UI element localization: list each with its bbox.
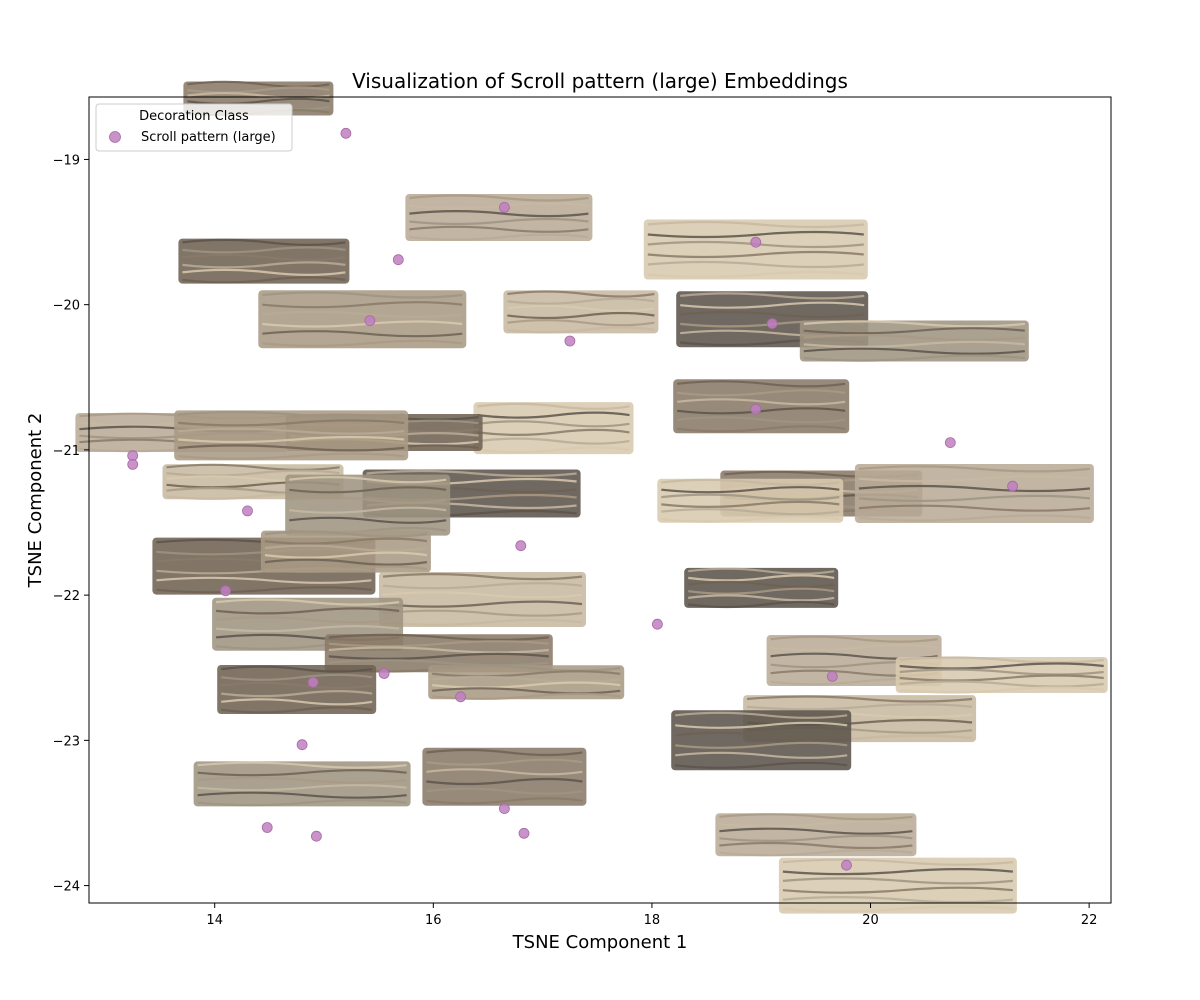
data-point: [1007, 480, 1018, 492]
data-point: [518, 827, 530, 839]
x-tick-label: 14: [206, 913, 223, 928]
thumbnail: [405, 194, 593, 241]
y-tick-label: −20: [53, 299, 80, 314]
thumbnail-layer: [75, 80, 1108, 914]
data-point: [766, 318, 778, 330]
thumbnail: [657, 478, 844, 523]
thumbnail: [503, 290, 659, 334]
thumbnail: [671, 710, 852, 771]
data-point: [242, 505, 253, 517]
data-point: [455, 691, 467, 703]
y-tick-label: −19: [53, 153, 80, 168]
points-layer: [127, 127, 1018, 871]
data-point: [220, 585, 232, 597]
data-point: [841, 859, 852, 871]
data-point: [498, 201, 510, 213]
data-point: [652, 618, 663, 630]
data-point: [750, 236, 762, 248]
data-point: [944, 437, 956, 449]
x-axis-label: TSNE Component 1: [512, 932, 688, 953]
data-point: [261, 822, 273, 833]
data-point: [296, 739, 308, 751]
thumbnail: [260, 530, 431, 573]
x-tick-label: 20: [862, 913, 879, 928]
thumbnail: [217, 665, 377, 714]
chart-title: Visualization of Scroll pattern (large) …: [352, 69, 848, 93]
thumbnail: [193, 761, 411, 807]
data-point: [515, 540, 527, 552]
legend-title: Decoration Class: [139, 109, 249, 124]
data-point: [340, 127, 352, 139]
thumbnail: [895, 656, 1108, 694]
thumbnail: [684, 567, 839, 609]
data-point: [127, 458, 139, 470]
x-tick-label: 22: [1081, 913, 1098, 928]
data-point: [310, 830, 322, 842]
thumbnail: [799, 320, 1029, 362]
thumbnail: [643, 219, 868, 280]
thumbnail: [285, 474, 451, 536]
y-axis: −19 −20 −21 −22 −23 −24: [53, 153, 89, 895]
y-tick-label: −24: [53, 880, 80, 895]
y-tick-label: −21: [53, 444, 80, 459]
thumbnail: [854, 464, 1094, 523]
data-point: [826, 671, 838, 682]
thumbnail: [673, 379, 850, 434]
data-point: [498, 803, 510, 814]
data-point: [564, 335, 576, 347]
x-tick-label: 18: [644, 913, 661, 928]
thumbnail: [174, 410, 409, 461]
plot-area: [88, 96, 1112, 904]
data-point: [378, 668, 390, 679]
thumbnail: [422, 747, 587, 806]
legend-marker: [109, 131, 121, 143]
thumbnail: [178, 238, 350, 284]
data-point: [750, 403, 762, 415]
x-axis: 14 16 18 20 22: [206, 903, 1097, 928]
thumbnail: [715, 813, 917, 857]
data-point: [392, 254, 404, 266]
thumbnail: [379, 572, 586, 627]
y-tick-label: −22: [53, 589, 80, 604]
thumbnail: [473, 402, 634, 455]
legend-entry-label: Scroll pattern (large): [141, 130, 276, 145]
data-point: [364, 315, 376, 327]
data-point: [307, 676, 319, 688]
legend: Decoration Class Scroll pattern (large): [95, 103, 293, 152]
y-tick-label: −23: [53, 734, 80, 749]
thumbnail: [258, 290, 467, 349]
y-axis-label: TSNE Component 2: [25, 413, 46, 589]
x-tick-label: 16: [425, 913, 442, 928]
legend-box: [95, 103, 293, 152]
thumbnail: [778, 857, 1017, 914]
